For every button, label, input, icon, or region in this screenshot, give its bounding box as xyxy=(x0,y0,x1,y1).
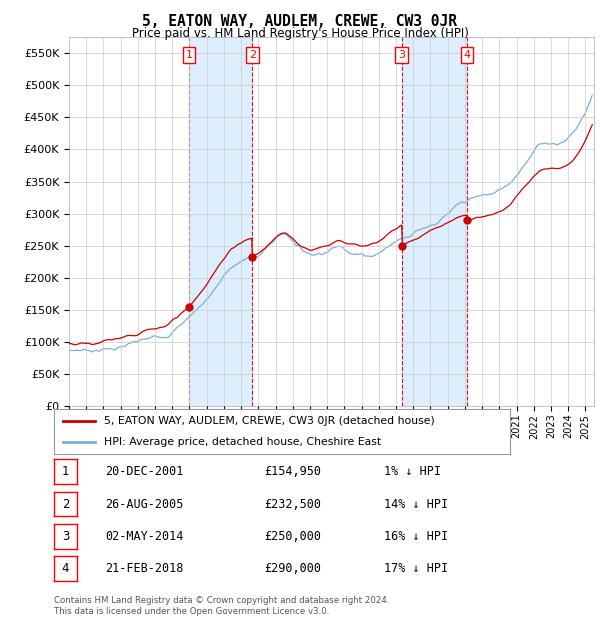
Text: 16% ↓ HPI: 16% ↓ HPI xyxy=(384,530,448,542)
Text: 4: 4 xyxy=(464,50,471,60)
Text: 02-MAY-2014: 02-MAY-2014 xyxy=(105,530,184,542)
Text: £290,000: £290,000 xyxy=(264,562,321,575)
Text: Price paid vs. HM Land Registry's House Price Index (HPI): Price paid vs. HM Land Registry's House … xyxy=(131,27,469,40)
Text: 5, EATON WAY, AUDLEM, CREWE, CW3 0JR: 5, EATON WAY, AUDLEM, CREWE, CW3 0JR xyxy=(143,14,458,29)
Text: £250,000: £250,000 xyxy=(264,530,321,542)
Text: 3: 3 xyxy=(62,530,69,542)
Text: £154,950: £154,950 xyxy=(264,466,321,478)
Text: 17% ↓ HPI: 17% ↓ HPI xyxy=(384,562,448,575)
Text: 1% ↓ HPI: 1% ↓ HPI xyxy=(384,466,441,478)
Text: £232,500: £232,500 xyxy=(264,498,321,510)
Bar xyxy=(402,37,467,406)
Text: Contains HM Land Registry data © Crown copyright and database right 2024.
This d: Contains HM Land Registry data © Crown c… xyxy=(54,596,389,616)
Text: 26-AUG-2005: 26-AUG-2005 xyxy=(105,498,184,510)
Text: 14% ↓ HPI: 14% ↓ HPI xyxy=(384,498,448,510)
Text: 21-FEB-2018: 21-FEB-2018 xyxy=(105,562,184,575)
Text: 2: 2 xyxy=(249,50,256,60)
Bar xyxy=(189,37,253,406)
Text: 1: 1 xyxy=(185,50,193,60)
Text: 4: 4 xyxy=(62,562,69,575)
Text: 2: 2 xyxy=(62,498,69,510)
Text: 5, EATON WAY, AUDLEM, CREWE, CW3 0JR (detached house): 5, EATON WAY, AUDLEM, CREWE, CW3 0JR (de… xyxy=(104,416,435,427)
Text: 20-DEC-2001: 20-DEC-2001 xyxy=(105,466,184,478)
Text: HPI: Average price, detached house, Cheshire East: HPI: Average price, detached house, Ches… xyxy=(104,436,381,447)
Text: 3: 3 xyxy=(398,50,405,60)
Text: 1: 1 xyxy=(62,466,69,478)
